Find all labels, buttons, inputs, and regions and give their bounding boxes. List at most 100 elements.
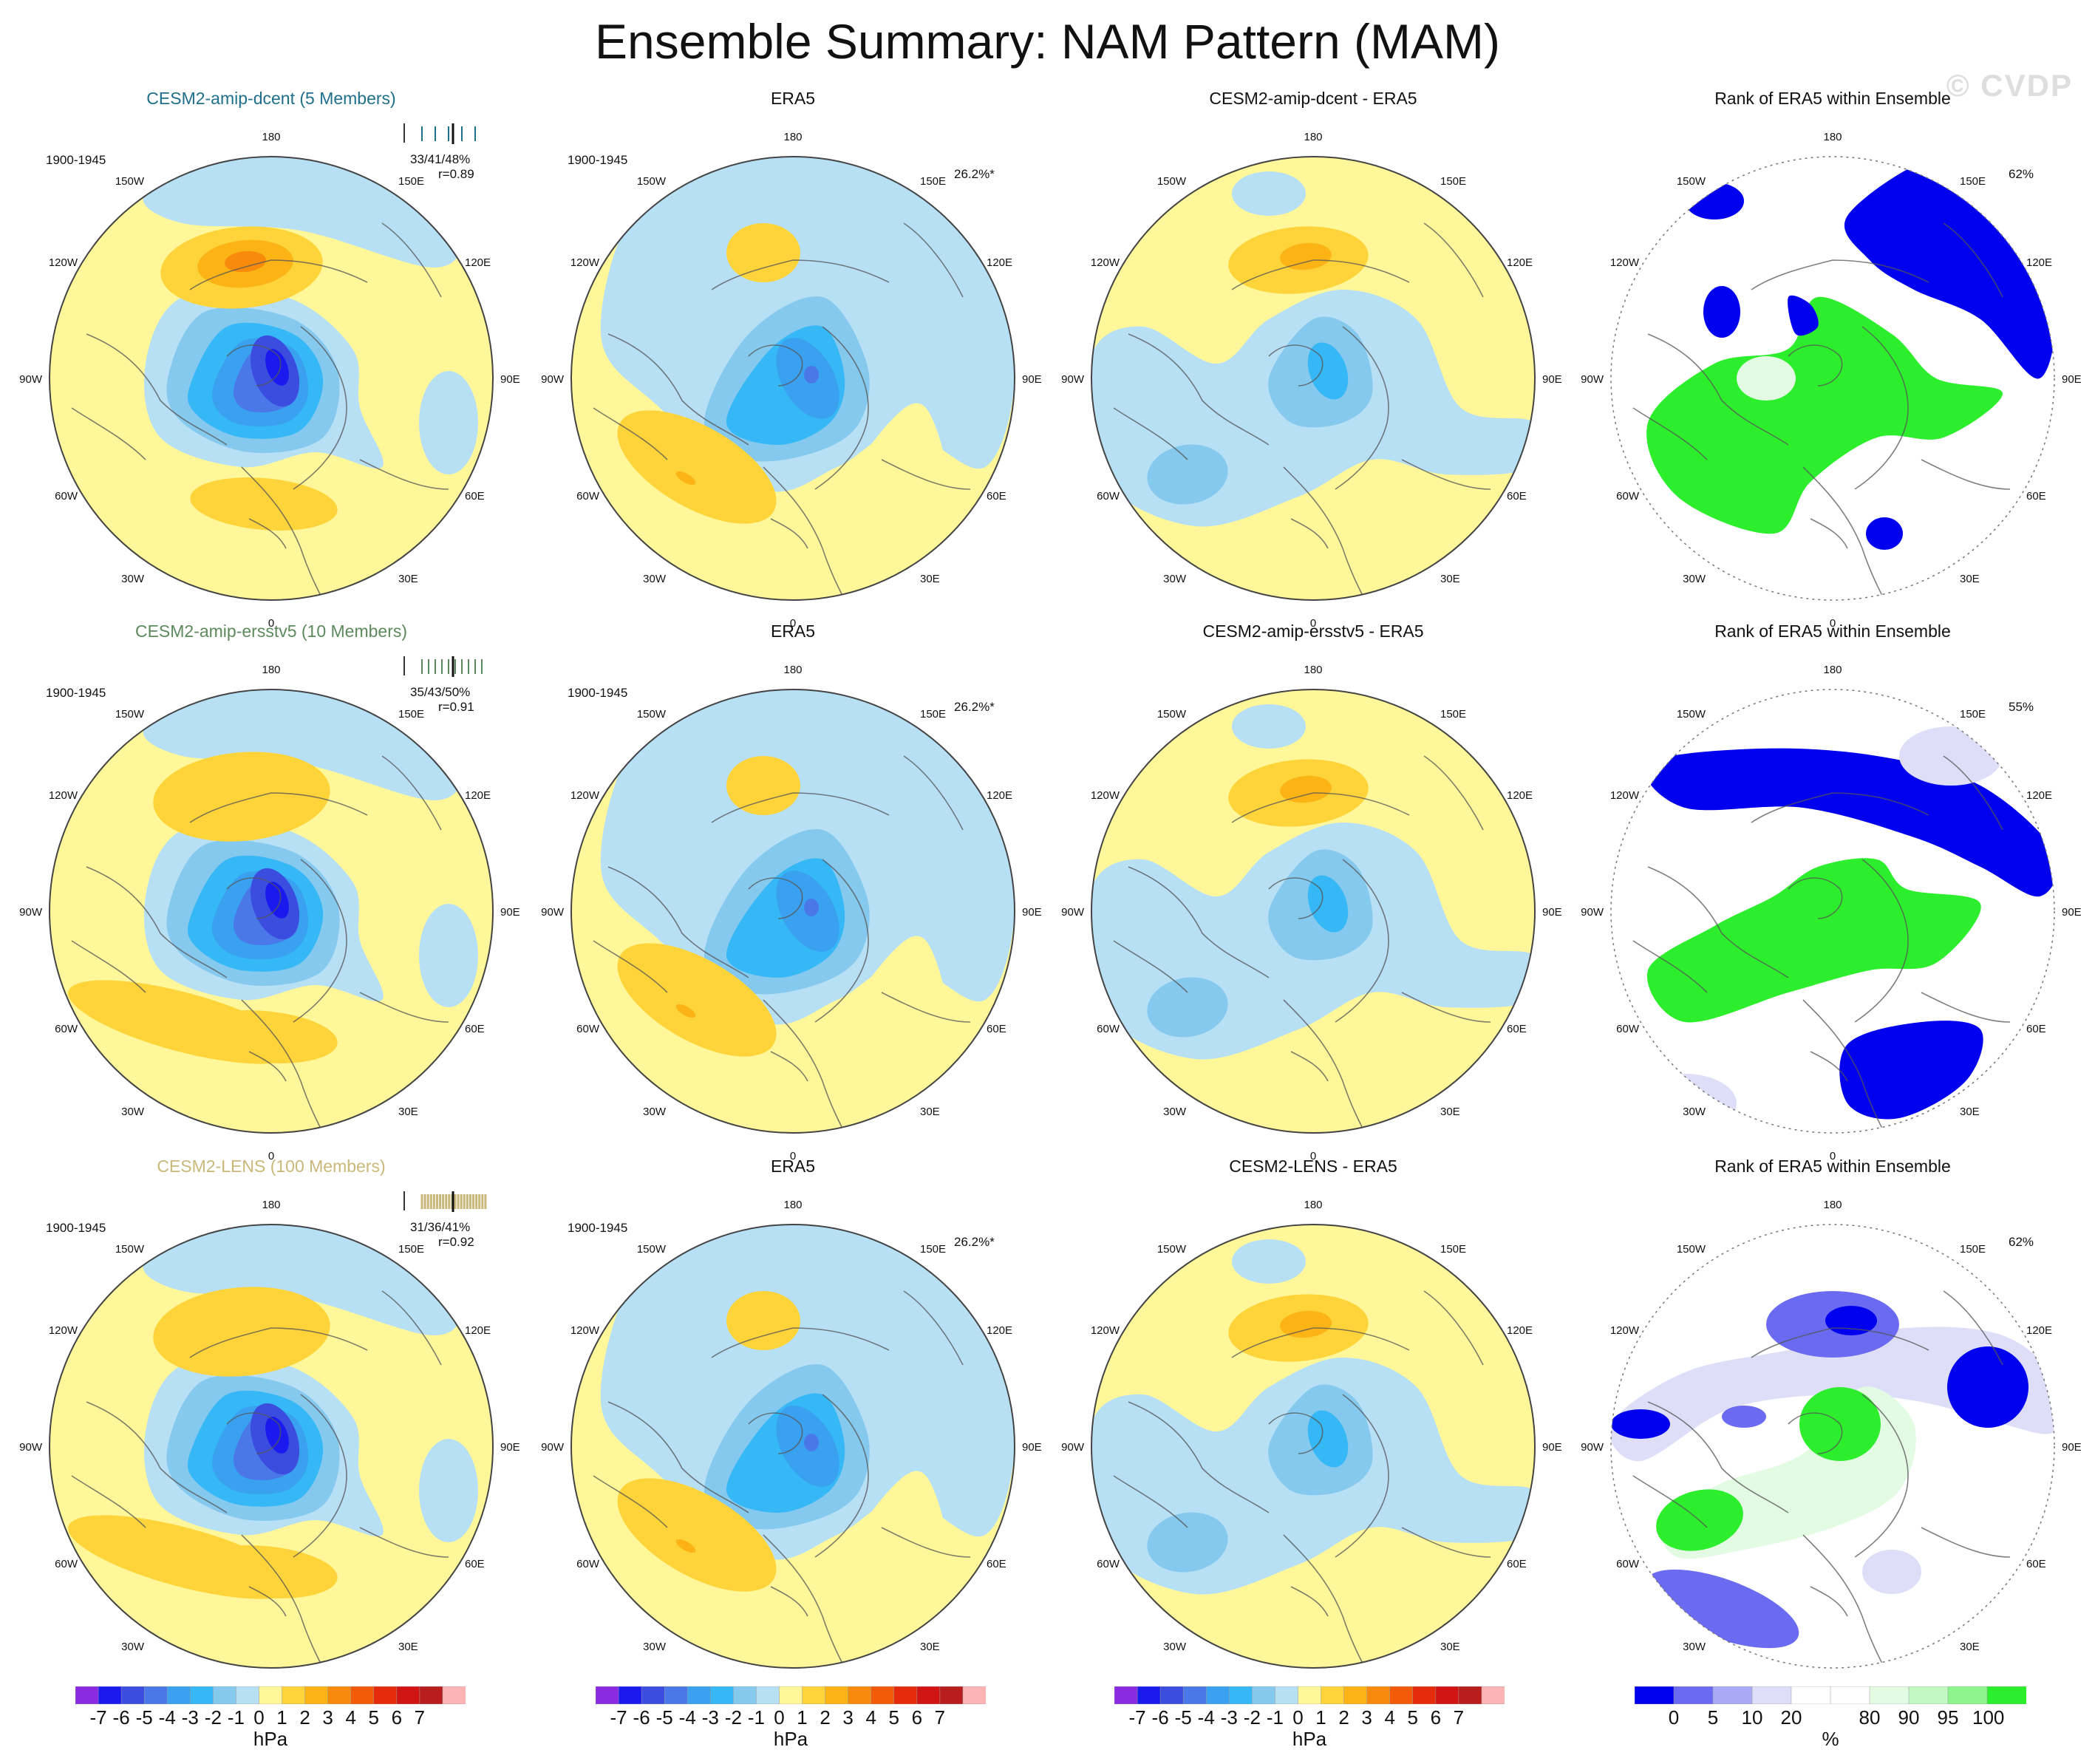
longitude-label-right: 90E	[500, 906, 520, 919]
hpa-colorbar-3-tick: -3	[1220, 1706, 1238, 1729]
hpa-colorbar-2-swatch	[596, 1686, 619, 1704]
member-distribution-icon	[403, 1191, 487, 1212]
hpa-colorbar-2-tick: 4	[865, 1706, 876, 1729]
watermark: © CVDP	[1946, 68, 2073, 103]
hpa-colorbar-3-tick: 1	[1315, 1706, 1326, 1729]
hpa-colorbar-3-tick: 2	[1338, 1706, 1349, 1729]
longitude-label-mid_lower_left: 60W	[1616, 1558, 1640, 1570]
longitude-label-top: 180	[262, 131, 280, 143]
obs-pct-label: 26.2%*	[954, 1235, 995, 1249]
hpa-colorbar-2-swatch	[618, 1686, 642, 1704]
hpa-colorbar-2-swatch	[939, 1686, 964, 1704]
longitude-label-right: 90E	[1542, 1441, 1562, 1454]
hpa-colorbar-1-tick: -6	[112, 1706, 130, 1729]
longitude-label-mid_lower_left: 60W	[1097, 1558, 1120, 1570]
longitude-label-upper_right: 150E	[1960, 708, 1986, 721]
hpa-colorbar-2-swatch	[779, 1686, 803, 1704]
hpa-colorbar-1-swatch	[120, 1686, 145, 1704]
longitude-label-upper_right: 150E	[398, 1243, 424, 1256]
longitude-label-lower_right: 30E	[1960, 573, 1980, 585]
hpa-colorbar-2-swatch	[756, 1686, 780, 1704]
rank-pct-label: 62%	[2009, 1235, 2034, 1249]
hpa-colorbar-3-swatch	[1366, 1686, 1391, 1704]
hpa-colorbar-3-swatch	[1205, 1686, 1230, 1704]
rank-colorbar-swatch	[1791, 1686, 1831, 1704]
hpa-colorbar-3-tick: -1	[1266, 1706, 1284, 1729]
longitude-label-mid_upper_right: 120E	[2026, 1324, 2052, 1337]
hpa-colorbar-3-tick: 3	[1361, 1706, 1372, 1729]
hpa-colorbar-3-swatch	[1481, 1686, 1505, 1704]
longitude-label-upper_right: 150E	[1960, 1243, 1986, 1256]
longitude-label-lower_left: 30W	[121, 1641, 145, 1653]
longitude-label-mid_lower_left: 60W	[1616, 490, 1640, 503]
hpa-colorbar-2-tick: -7	[610, 1706, 627, 1729]
longitude-label-top: 180	[1823, 664, 1842, 676]
obs-panel-title: ERA5	[770, 89, 816, 108]
hpa-colorbar-3-tick: 4	[1384, 1706, 1395, 1729]
hpa-colorbar-2-swatch	[962, 1686, 986, 1704]
figure-title: Ensemble Summary: NAM Pattern (MAM)	[595, 14, 1500, 69]
longitude-label-mid_upper_left: 120W	[49, 789, 78, 802]
longitude-label-bottom: 0	[790, 617, 796, 630]
hpa-colorbar-2-tick: 7	[934, 1706, 946, 1729]
longitude-label-upper_left: 150W	[1677, 1243, 1706, 1256]
longitude-label-lower_left: 30W	[121, 1106, 145, 1118]
longitude-label-left: 90W	[1581, 906, 1604, 919]
longitude-label-mid_lower_left: 60W	[1097, 1023, 1120, 1035]
hpa-colorbar-2-tick: -6	[633, 1706, 650, 1729]
rank-colorbar-tick: 0	[1668, 1706, 1680, 1729]
longitude-label-mid_lower_right: 60E	[1507, 1558, 1527, 1570]
longitude-label-mid_lower_right: 60E	[987, 1558, 1006, 1570]
rank-panel-title: Rank of ERA5 within Ensemble	[1714, 1157, 1951, 1176]
longitude-label-lower_left: 30W	[1683, 573, 1706, 585]
longitude-label-top: 180	[783, 664, 802, 676]
longitude-label-bottom: 0	[1310, 617, 1316, 630]
longitude-label-upper_left: 150W	[1677, 708, 1706, 721]
rank-colorbar-swatch	[1673, 1686, 1714, 1704]
ensemble-stats: 35/43/50%	[410, 685, 471, 699]
rank-panel-title: Rank of ERA5 within Ensemble	[1714, 89, 1951, 108]
hpa-colorbar-3-swatch	[1321, 1686, 1345, 1704]
hpa-colorbar-2-swatch	[664, 1686, 688, 1704]
hpa-colorbar-1-swatch	[419, 1686, 443, 1704]
hpa-colorbar-3	[1114, 1686, 1505, 1704]
longitude-label-mid_upper_left: 120W	[1610, 789, 1640, 802]
longitude-label-right: 90E	[1542, 373, 1562, 386]
hpa-colorbar-1-swatch	[75, 1686, 99, 1704]
longitude-label-right: 90E	[2062, 906, 2082, 919]
longitude-label-lower_right: 30E	[1960, 1641, 1980, 1653]
hpa-colorbar-2-swatch	[733, 1686, 757, 1704]
hpa-colorbar-3-swatch	[1343, 1686, 1368, 1704]
longitude-label-bottom: 0	[1310, 1150, 1316, 1162]
period-label: 1900-1945	[46, 153, 106, 167]
longitude-label-left: 90W	[1061, 373, 1085, 386]
rank-colorbar-tick: 90	[1898, 1706, 1920, 1729]
hpa-colorbar-1-swatch	[259, 1686, 283, 1704]
longitude-label-mid_upper_left: 120W	[570, 789, 600, 802]
longitude-label-lower_right: 30E	[1440, 1641, 1460, 1653]
longitude-label-lower_left: 30W	[643, 1641, 667, 1653]
hpa-colorbar-1-tick: 2	[299, 1706, 310, 1729]
hpa-colorbar-3-swatch	[1412, 1686, 1437, 1704]
hpa-colorbar-1-unit: hPa	[253, 1728, 288, 1750]
longitude-label-upper_left: 150W	[1157, 708, 1187, 721]
hpa-colorbar-1-swatch	[236, 1686, 260, 1704]
hpa-colorbar-1-swatch	[327, 1686, 352, 1704]
model-panel-title: CESM2-amip-ersstv5 (10 Members)	[134, 622, 408, 641]
rank-map-row1: 180 0 150W 150E 120W 120E 90W 90E 60W 60E 30W 30E	[1581, 131, 2082, 630]
rank-colorbar-tick: 5	[1707, 1706, 1719, 1729]
longitude-label-upper_left: 150W	[115, 1243, 145, 1256]
longitude-label-mid_lower_right: 60E	[2026, 490, 2046, 503]
longitude-label-upper_left: 150W	[637, 175, 667, 188]
hpa-colorbar-2-tick: 3	[842, 1706, 854, 1729]
longitude-label-bottom: 0	[1830, 617, 1836, 630]
model-panel-title: CESM2-LENS (100 Members)	[157, 1157, 386, 1176]
longitude-label-upper_left: 150W	[637, 708, 667, 721]
longitude-label-mid_lower_left: 60W	[1097, 490, 1120, 503]
longitude-label-mid_lower_left: 60W	[55, 1558, 78, 1570]
hpa-colorbar-2-tick: -4	[678, 1706, 696, 1729]
hpa-colorbar-3-swatch	[1275, 1686, 1299, 1704]
longitude-label-left: 90W	[541, 1441, 565, 1454]
longitude-label-upper_left: 150W	[1677, 175, 1706, 188]
